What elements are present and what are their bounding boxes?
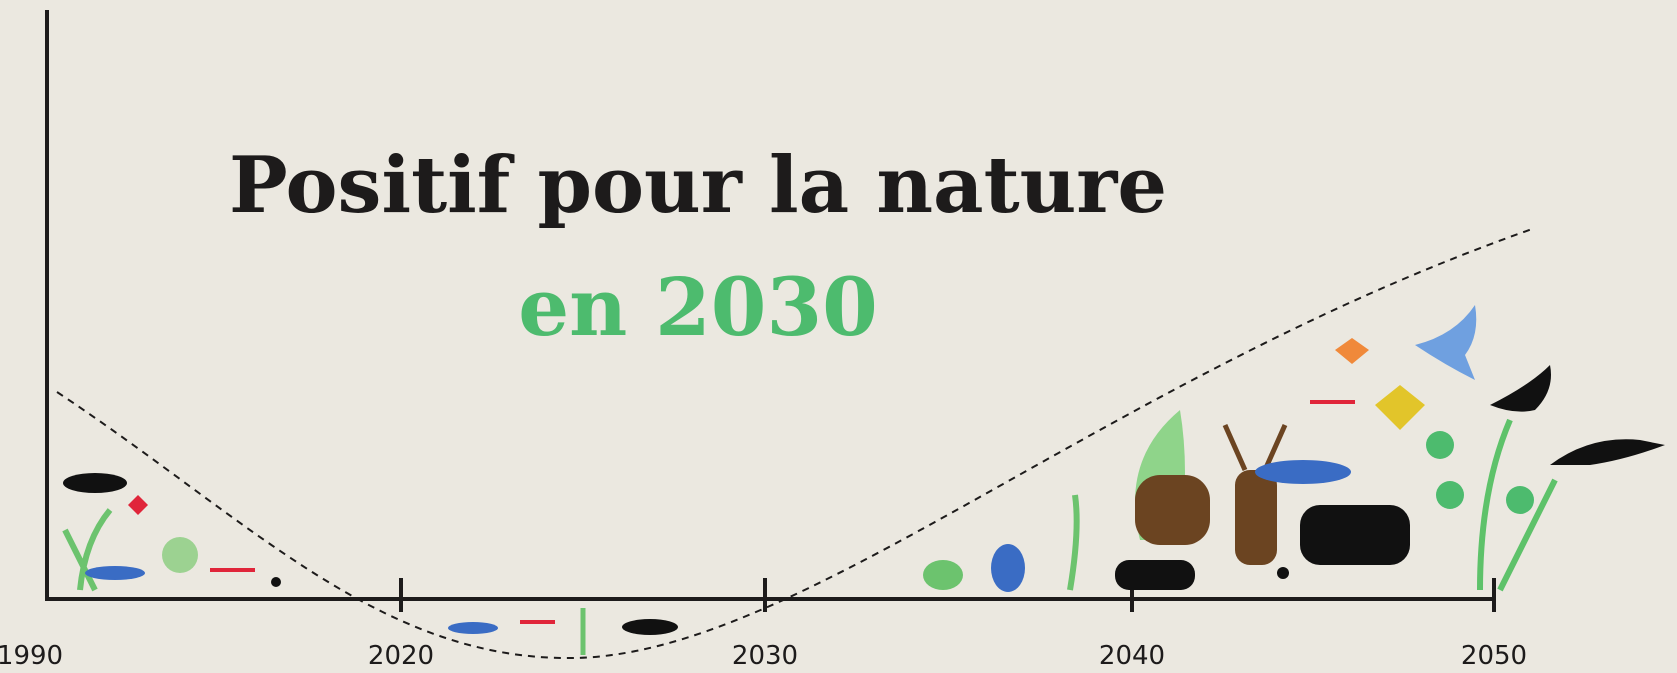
frog xyxy=(923,560,963,590)
x-tick-label: 2020 xyxy=(368,641,434,671)
x-tick-label: 1990 xyxy=(0,641,63,671)
middle-wildlife xyxy=(448,608,678,655)
butterfly xyxy=(1375,385,1425,430)
plant xyxy=(1477,418,1558,592)
plant xyxy=(62,508,113,592)
plant xyxy=(162,537,198,573)
x-tick-label: 2050 xyxy=(1461,641,1527,671)
bird xyxy=(1550,439,1665,465)
bird xyxy=(1415,305,1477,380)
bear xyxy=(1135,475,1210,545)
x-tick-label: 2040 xyxy=(1099,641,1165,671)
fish xyxy=(448,622,498,634)
beetle xyxy=(991,544,1025,592)
bird xyxy=(1490,365,1551,412)
butterfly xyxy=(128,495,148,515)
spider xyxy=(1277,567,1289,579)
marten xyxy=(1115,560,1195,590)
deer xyxy=(1235,470,1277,565)
fish xyxy=(85,566,145,580)
antlers xyxy=(1222,423,1288,472)
bird xyxy=(63,473,127,493)
tick-marks xyxy=(399,578,1496,612)
flower xyxy=(1436,481,1464,509)
lynx xyxy=(1300,505,1410,565)
x-tick-label: 2030 xyxy=(732,641,798,671)
left-wildlife xyxy=(62,473,281,592)
right-wildlife xyxy=(923,305,1665,592)
plant xyxy=(1067,494,1080,591)
flower xyxy=(1506,486,1534,514)
title: Positif pour la nature xyxy=(229,140,1167,231)
butterfly xyxy=(1335,338,1369,364)
subtitle: en 2030 xyxy=(518,260,878,354)
bird xyxy=(622,619,678,635)
fish xyxy=(1255,460,1351,484)
spider xyxy=(271,577,281,587)
flower xyxy=(1426,431,1454,459)
trend-curve xyxy=(56,227,1536,660)
